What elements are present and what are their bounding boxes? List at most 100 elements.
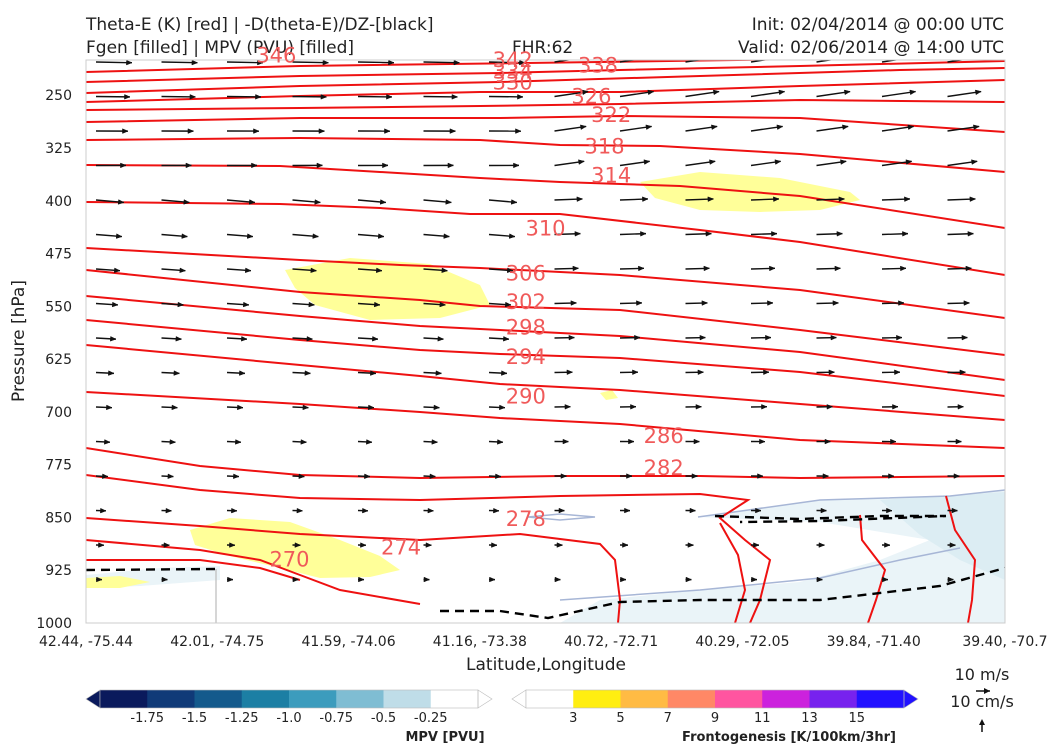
wind-vector-head [358, 576, 365, 583]
wind-vector-head [183, 199, 191, 205]
colorbar-swatch [336, 690, 384, 708]
wind-vector-head [904, 196, 911, 202]
colorbar-swatch [430, 690, 479, 708]
wind-vector-head [366, 439, 373, 445]
x-tick-label: 41.59, -74.06 [302, 634, 396, 650]
colorbar-swatch [809, 690, 858, 708]
wind-vector-head [248, 199, 256, 205]
wind-vector-head [377, 233, 385, 239]
wind-vector-head [227, 576, 234, 583]
wind-vector-head [191, 60, 199, 66]
y-tick-label: 775 [45, 458, 72, 474]
wind-vector-head [106, 404, 113, 411]
wind-vector-head [709, 159, 716, 165]
wind-vector-head [1027, 335, 1033, 340]
colorbar-tick: 9 [711, 711, 719, 726]
wind-vector-head [427, 507, 435, 514]
wind-vector-head [181, 233, 189, 239]
wind-vector-head [506, 267, 514, 274]
wind-vector-head [830, 334, 838, 341]
wind-vector-head [185, 162, 193, 169]
init-time: Init: 02/04/2014 @ 00:00 UTC [752, 15, 1004, 35]
plot-frame [85, 59, 1006, 624]
wind-vector-head [322, 60, 330, 66]
wind-vector-head [969, 196, 977, 202]
x-tick-label: 40.29, -72.05 [695, 634, 789, 650]
wind-vector-head [508, 233, 516, 239]
wind-vector-head [638, 265, 645, 272]
colorbar-swatch [667, 690, 716, 708]
theta-e-labels: 346 342 3383343303263223183143103063022982… [256, 43, 683, 571]
wind-vector-head [697, 369, 705, 375]
wind-vector-head [816, 576, 824, 583]
colorbar-swatch [715, 690, 763, 708]
wind-vector-head [169, 439, 177, 445]
y-tick-label: 325 [45, 141, 72, 157]
wind-vector-head [572, 265, 580, 272]
y-tick-label: 925 [45, 563, 72, 579]
wind-vector-head [375, 267, 383, 274]
y-tick-label: 850 [45, 510, 72, 526]
colorbar-swatch [620, 690, 669, 708]
wind-vector-head [294, 542, 302, 548]
wind-vector-head [253, 128, 260, 134]
theta-e-label: 282 [644, 456, 684, 480]
wind-vector-head [388, 60, 395, 66]
forecast-hour: FHR:62 [512, 38, 573, 58]
wind-vector-head [370, 370, 377, 376]
wind-vector-head [310, 267, 318, 274]
colorbar-tip [477, 689, 493, 709]
wind-vector-head [840, 159, 847, 165]
valid-time: Valid: 02/06/2014 @ 14:00 UTC [738, 38, 1004, 58]
wind-vector-head [499, 404, 506, 411]
wind-vector-head [379, 199, 387, 205]
wind-vector [1013, 234, 1039, 235]
y-tick-label: 1000 [36, 616, 72, 632]
wind-vector-head [564, 404, 572, 410]
wind-vector-head [108, 370, 115, 376]
title-line-1: Theta-E (K) [red] | -D(theta-E)/DZ-[blac… [85, 15, 434, 35]
mpv-filled-region [560, 490, 1005, 623]
theta-e-label: 330 [493, 70, 533, 94]
wind-vector-head [558, 507, 566, 514]
colorbar-frame [99, 689, 479, 709]
wind-vector-head [1023, 404, 1029, 409]
wind-vector-head [645, 124, 653, 130]
wind-vector-head [1015, 543, 1021, 548]
wind-vector-head [836, 231, 844, 237]
wind-vector-head [171, 404, 179, 411]
wind-vector-head [630, 404, 637, 410]
wind-vector-head [647, 89, 655, 96]
colorbar-tick: -1.5 [182, 711, 207, 726]
wind-vector [554, 60, 573, 63]
wind-vector-head [437, 336, 445, 342]
wind-vector-head [693, 438, 701, 445]
wind-vector-head [773, 196, 780, 202]
wind-vector-head [711, 124, 718, 130]
wind-vector-head [824, 438, 832, 445]
wind-vector-head [574, 231, 582, 237]
wind-vector-head [959, 369, 967, 375]
y-tick-label: 475 [45, 247, 72, 263]
theta-e-label: 278 [506, 507, 546, 531]
mpv-contour-2 [559, 547, 961, 601]
colorbar-swatch [100, 690, 148, 708]
wind-vector-head [1025, 370, 1031, 375]
wind-vector-head [582, 89, 589, 96]
wind-vector-head [306, 336, 314, 342]
wind-vector-head [384, 128, 391, 134]
wind-vector-head [425, 542, 433, 548]
theta-e-label: 298 [506, 316, 546, 340]
wind-vector-head [510, 199, 518, 205]
wind-vector-head [298, 473, 306, 479]
wind-vector-head [626, 473, 633, 479]
wind-vector-head [947, 576, 955, 583]
wind-vector-head [691, 473, 699, 479]
theta-e-label: 322 [591, 103, 631, 127]
wind-vector-head [312, 233, 320, 239]
wind-vector-head [362, 507, 369, 514]
wind-vector-head [435, 370, 443, 376]
wind-vector-head [320, 94, 328, 100]
wind-vector-head [701, 300, 709, 306]
wind-vector-head [233, 473, 240, 479]
